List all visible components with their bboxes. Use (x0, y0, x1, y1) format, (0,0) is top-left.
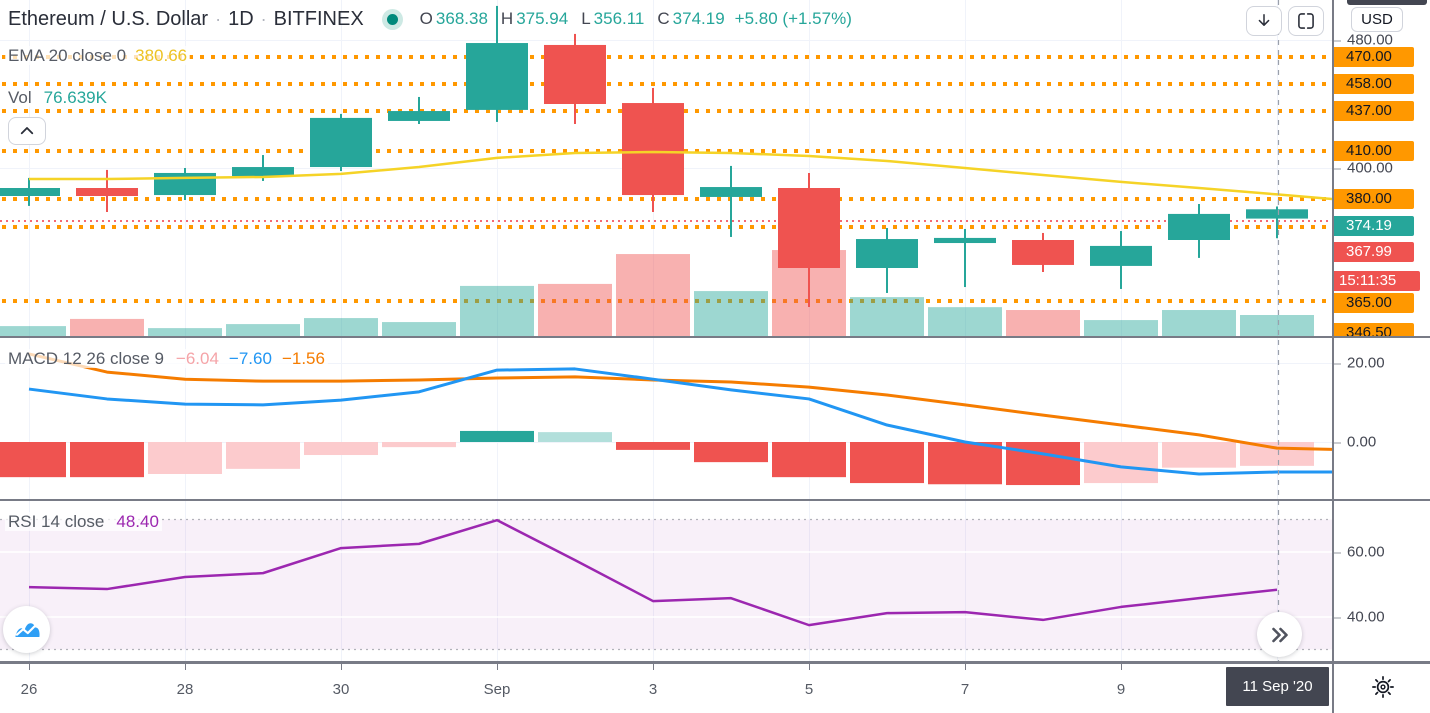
bar-countdown-badge: 15:11:35 (1334, 271, 1420, 291)
time-tick-mark (965, 664, 966, 670)
axis-tick-label: 20.00 (1334, 354, 1385, 372)
high-label: H (500, 9, 514, 28)
time-tick-mark (1121, 664, 1122, 670)
time-axis-label: 5 (804, 681, 814, 698)
price-level-badge: 437.00 (1334, 101, 1414, 121)
price-axis[interactable]: 470.00 458.00 437.00 410.00 380.00 365.00 346.… (1333, 0, 1430, 663)
time-tick-mark (29, 664, 30, 670)
time-tick-mark (497, 664, 498, 670)
time-axis-label: 3 (648, 681, 658, 698)
fullscreen-button[interactable] (1288, 6, 1324, 36)
time-tick-mark (341, 664, 342, 670)
separator-dot: · (215, 8, 222, 29)
gear-icon (1372, 676, 1394, 698)
mountain-chart-icon (14, 622, 40, 637)
currency-button[interactable]: USD (1351, 7, 1403, 32)
rsi-legend-value: 48.40 (116, 512, 159, 531)
price-level-badge: 365.00 (1334, 293, 1414, 313)
time-tick-mark (653, 664, 654, 670)
axis-tick-label: 0.00 (1333, 433, 1377, 451)
price-level-badge: 346.50 (1334, 323, 1414, 337)
macd-legend[interactable]: MACD 12 26 close 9 −6.04 −7.60 −1.56 (5, 349, 328, 369)
time-axis-label: 9 (1116, 681, 1126, 698)
ohlc-readout: O 368.38 H 375.94 L 356.11 C 374.19 +5.80 (+… (420, 9, 852, 29)
rsi-legend-label[interactable]: RSI 14 close (8, 512, 105, 531)
arrow-down-icon (1258, 14, 1270, 26)
axis-tick-label: 480.00 (1334, 31, 1393, 49)
close-value: 374.19 (672, 9, 725, 28)
arrow-down-button[interactable] (1246, 6, 1282, 36)
open-label: O (419, 9, 433, 28)
change-value: +5.80 (+1.57%) (734, 9, 852, 28)
collapse-pane-button[interactable] (8, 117, 46, 145)
panel-separator-time (0, 661, 1430, 664)
last-price-badge: 374.19 (1334, 216, 1414, 236)
volume-legend-value: 76.639K (43, 88, 107, 107)
volume-legend-label[interactable]: Vol (8, 88, 32, 107)
symbol-header: Ethereum / U.S. Dollar · 1D · BITFINEX O… (8, 5, 852, 33)
settings-button[interactable] (1368, 672, 1398, 702)
panel-separator-macd[interactable] (0, 336, 1430, 338)
axis-tick-label: 40.00 (1334, 608, 1385, 626)
time-axis-label: 26 (20, 681, 38, 698)
time-axis-label: 7 (960, 681, 970, 698)
market-status-dot-icon[interactable] (381, 8, 403, 30)
low-label: L (581, 9, 591, 28)
axis-tick-label: 400.00 (1334, 159, 1393, 177)
macd-signal-value: −1.56 (281, 349, 325, 368)
chevron-up-icon (20, 127, 34, 135)
price-axis-border (1332, 0, 1334, 713)
open-value: 368.38 (435, 9, 488, 28)
ema-legend-label[interactable]: EMA 20 close 0 (8, 46, 127, 65)
time-axis-label: Sep (483, 681, 511, 698)
macd-legend-label[interactable]: MACD 12 26 close 9 (8, 349, 164, 368)
ema-legend[interactable]: EMA 20 close 0 380.66 (5, 46, 191, 66)
prev-close-badge: 367.99 (1334, 242, 1414, 262)
time-axis[interactable]: 26 28 30 Sep 3 5 7 9 11 Sep '20 (0, 664, 1430, 713)
price-axis-main-section: 470.00 458.00 437.00 410.00 380.00 365.00 346.… (1334, 0, 1430, 337)
panel-separator-rsi[interactable] (0, 499, 1430, 501)
high-value: 375.94 (516, 9, 569, 28)
symbol-title[interactable]: Ethereum / U.S. Dollar (8, 7, 209, 30)
axis-tick-label: 60.00 (1334, 543, 1385, 561)
exchange-label[interactable]: BITFINEX (273, 7, 364, 30)
ema-legend-value: 380.66 (135, 46, 188, 65)
time-axis-label: 28 (176, 681, 194, 698)
price-level-badge: 410.00 (1334, 141, 1414, 161)
clipped-top-badge (1347, 0, 1427, 5)
scroll-to-latest-button[interactable] (1257, 612, 1302, 657)
low-value: 356.11 (593, 9, 645, 28)
time-axis-label: 30 (332, 681, 350, 698)
separator-dot: · (260, 8, 267, 29)
macd-line-value: −7.60 (228, 349, 272, 368)
crosshair-date-badge: 11 Sep '20 (1226, 667, 1329, 706)
chart-logo-button[interactable] (3, 606, 50, 653)
chart-canvas[interactable] (0, 0, 1332, 663)
price-level-badge: 380.00 (1334, 189, 1414, 209)
time-tick-mark (185, 664, 186, 670)
macd-hist-value: −6.04 (175, 349, 219, 368)
volume-legend[interactable]: Vol 76.639K (5, 88, 110, 108)
price-level-badge: 470.00 (1334, 47, 1414, 67)
close-label: C (657, 9, 670, 28)
interval-label[interactable]: 1D (228, 7, 254, 30)
double-chevron-right-icon (1271, 627, 1288, 642)
price-level-badge: 458.00 (1334, 74, 1414, 94)
time-tick-mark (809, 664, 810, 670)
fullscreen-icon (1298, 13, 1314, 29)
rsi-legend[interactable]: RSI 14 close 48.40 (5, 512, 162, 532)
chart-main-pane[interactable]: Ethereum / U.S. Dollar · 1D · BITFINEX O… (0, 0, 1332, 663)
